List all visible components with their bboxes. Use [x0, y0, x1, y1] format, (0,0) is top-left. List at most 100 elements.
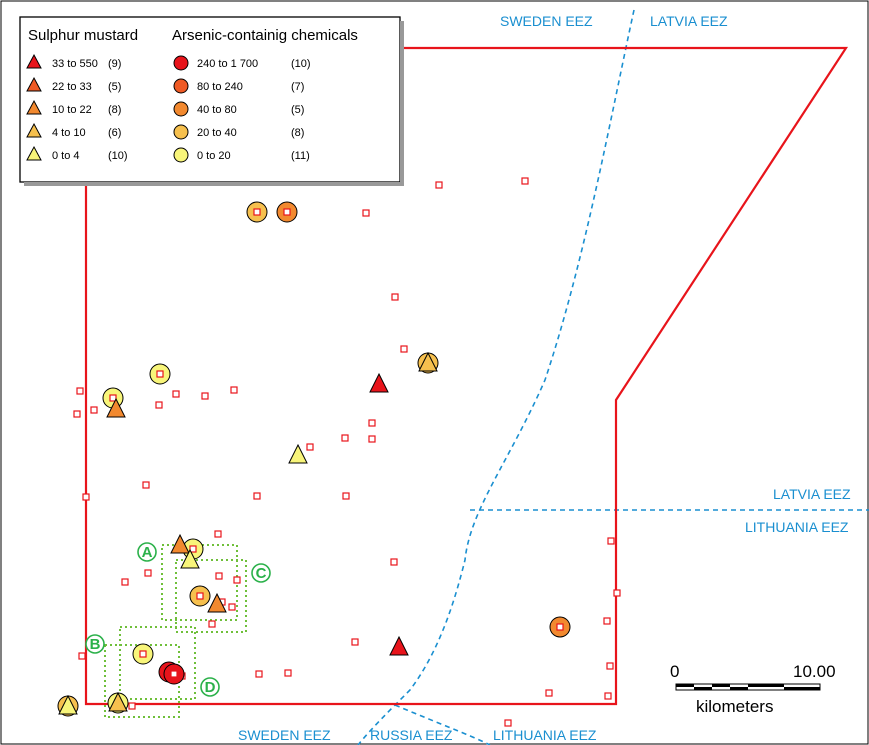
scale-start: 0 [670, 662, 679, 681]
legend-circle-icon [173, 147, 189, 163]
area-label-b: B [85, 634, 105, 654]
legend-triangle-icon [26, 76, 42, 92]
sample-site-square [504, 719, 512, 727]
legend-circle-icon [173, 124, 189, 140]
sample-site-square [368, 435, 376, 443]
study-area-b [119, 626, 196, 700]
sample-site-square [214, 530, 222, 538]
sample-site-square [607, 537, 615, 545]
legend-mustard-range: 33 to 550 [52, 58, 98, 70]
legend-mustard-range: 0 to 4 [52, 150, 80, 162]
sample-site-square [228, 603, 236, 611]
area-label-c: C [251, 563, 271, 583]
area-label-a: A [137, 542, 157, 562]
mustard-site-marker [58, 694, 78, 715]
sample-site-square [613, 589, 621, 597]
legend-circle-icon [173, 101, 189, 117]
eez-label-sweden-bottom: SWEDEN EEZ [238, 727, 331, 743]
legend-arsenic-title: Arsenic-containig chemicals [172, 27, 358, 44]
area-label-c-text: C [256, 565, 267, 582]
sample-site-square [170, 670, 178, 678]
sample-site-square [230, 386, 238, 394]
sample-site-square [172, 390, 180, 398]
eez-line-sweden-latvia [357, 9, 635, 745]
legend-mustard-count: (9) [108, 58, 121, 70]
legend-triangle-icon [26, 99, 42, 115]
mustard-site-marker [106, 397, 126, 418]
sample-site-square [255, 670, 263, 678]
sample-site-square [90, 406, 98, 414]
sample-site-square [82, 493, 90, 501]
scale-end: 10.00 [793, 662, 836, 681]
mustard-site-marker [418, 351, 438, 372]
area-label-d: D [200, 677, 220, 697]
study-area-c [175, 559, 247, 633]
sample-site-square [155, 401, 163, 409]
legend-mustard-count: (5) [108, 81, 121, 93]
sample-site-square [284, 669, 292, 677]
sample-site-square [121, 578, 129, 586]
sample-site-square [208, 620, 216, 628]
sample-site-square [342, 492, 350, 500]
legend-arsenic-range: 40 to 80 [197, 104, 237, 116]
mustard-site-marker [170, 533, 190, 554]
sample-site-square [362, 209, 370, 217]
legend-mustard-range: 4 to 10 [52, 127, 86, 139]
legend-mustard-range: 10 to 22 [52, 104, 92, 116]
legend-triangle-icon [26, 53, 42, 69]
legend-mustard-count: (8) [108, 104, 121, 116]
eez-boundaries [357, 9, 869, 745]
legend-mustard-classes: 33 to 550 (9) 22 to 33 (5) 10 to 22 (8) 4 to … [26, 53, 128, 162]
area-label-a-text: A [142, 544, 153, 561]
mustard-site-marker [288, 443, 308, 464]
mustard-markers [58, 351, 438, 715]
legend-triangle-icon [26, 122, 42, 138]
legend-triangle-icon [26, 145, 42, 161]
eez-label-latvia-right: LATVIA EEZ [773, 486, 851, 502]
legend-box [19, 16, 401, 183]
sample-site-square [73, 410, 81, 418]
eez-label-russia-bottom: RUSSIA EEZ [370, 727, 453, 743]
sample-site-square [196, 592, 204, 600]
mustard-site-marker [369, 372, 389, 393]
sample-site-square [545, 689, 553, 697]
mustard-site-marker [108, 691, 128, 712]
legend-arsenic-range: 80 to 240 [197, 81, 243, 93]
scale-unit: kilometers [696, 697, 773, 716]
area-label-d-text: D [205, 679, 216, 696]
sample-site-square [142, 481, 150, 489]
sample-squares [64, 177, 621, 727]
eez-label-latvia-top: LATVIA EEZ [650, 13, 728, 29]
legend-arsenic-count: (8) [291, 127, 304, 139]
sample-site-square [391, 293, 399, 301]
legend: Sulphur mustard Arsenic-containig chemic… [19, 16, 404, 186]
sample-site-square [341, 434, 349, 442]
sample-site-square [521, 177, 529, 185]
sample-site-square [368, 419, 376, 427]
sample-site-square [253, 208, 261, 216]
sample-site-square [400, 345, 408, 353]
sample-site-square [556, 623, 564, 631]
legend-circle-icon [173, 55, 189, 71]
scale-bar: 0 10.00 kilometers [670, 662, 836, 716]
sample-site-square [390, 558, 398, 566]
mustard-site-marker [389, 635, 409, 656]
mustard-site-marker [207, 592, 227, 613]
sample-site-square [139, 650, 147, 658]
sample-site-square [351, 638, 359, 646]
sample-site-square [201, 392, 209, 400]
sample-site-square [144, 569, 152, 577]
legend-mustard-title: Sulphur mustard [28, 27, 138, 44]
legend-mustard-count: (6) [108, 127, 121, 139]
legend-mustard-count: (10) [108, 150, 128, 162]
sample-site-square [306, 443, 314, 451]
legend-arsenic-count: (7) [291, 81, 304, 93]
legend-arsenic-count: (5) [291, 104, 304, 116]
sample-site-square [215, 572, 223, 580]
sample-site-square [128, 702, 136, 710]
legend-circle-icon [173, 78, 189, 94]
sample-site-square [78, 652, 86, 660]
sample-site-square [253, 492, 261, 500]
